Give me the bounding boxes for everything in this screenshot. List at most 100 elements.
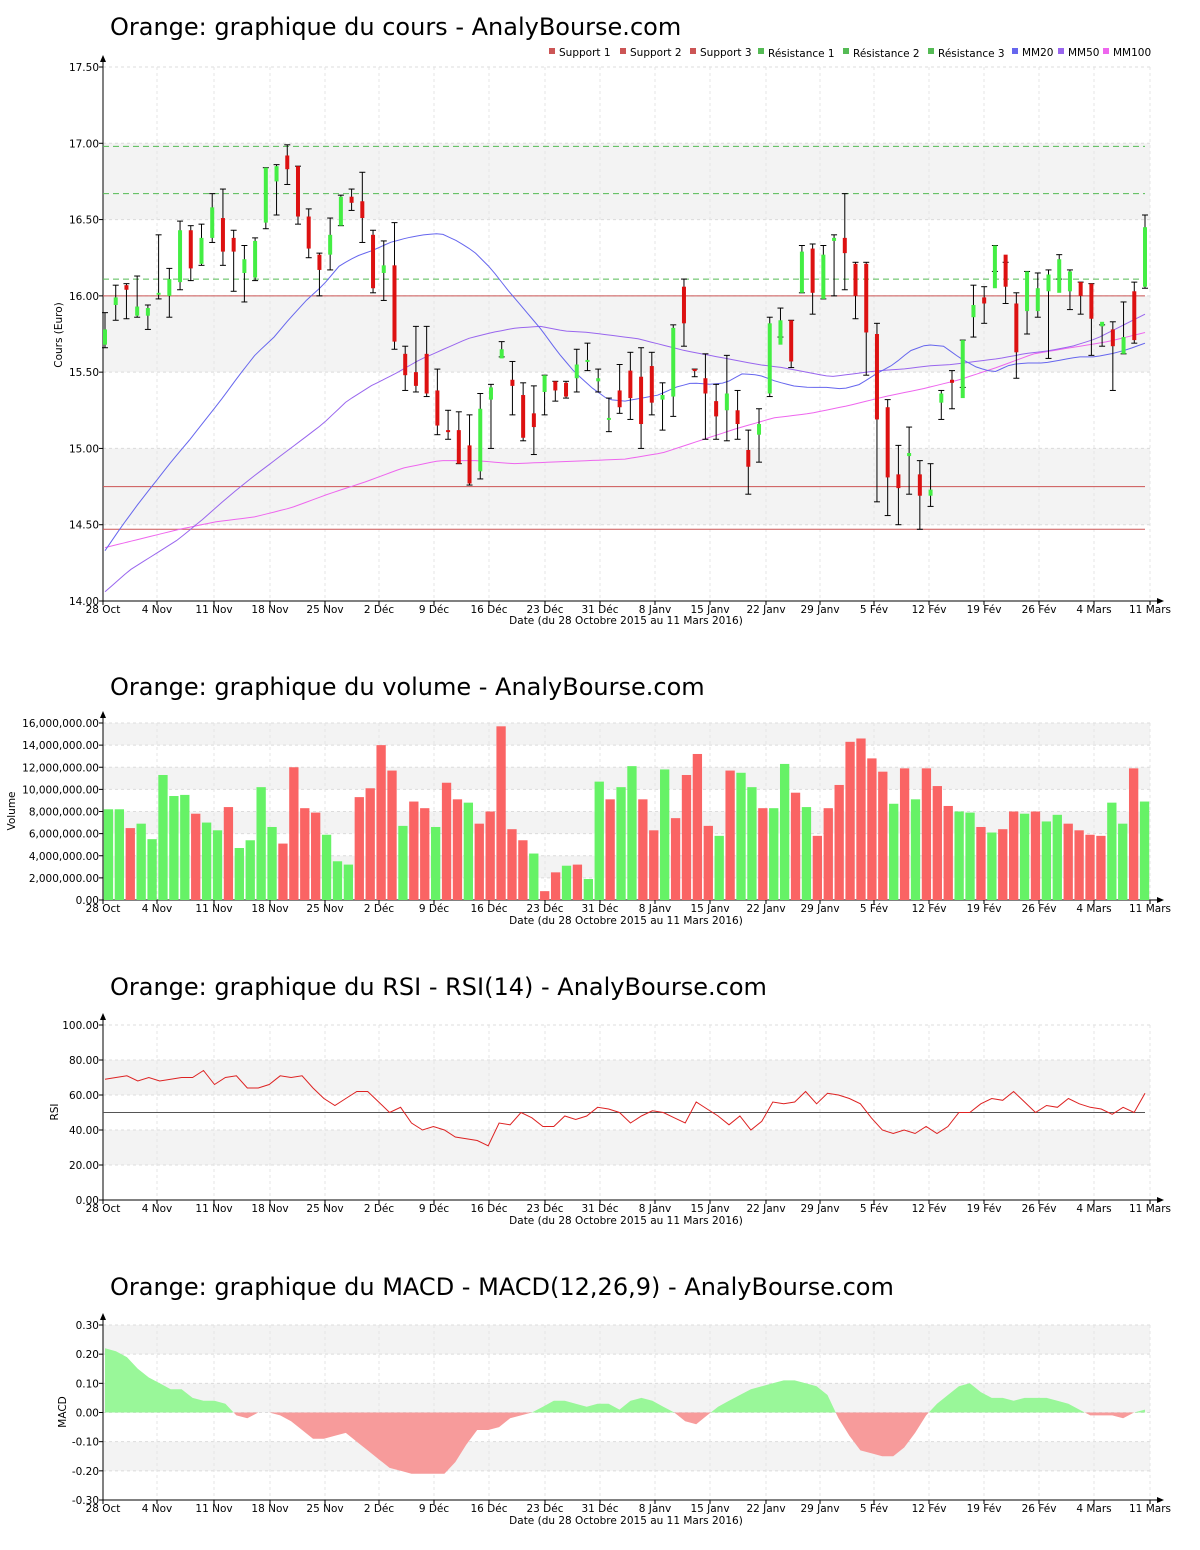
- candle-up: [488, 387, 493, 400]
- candle-down: [446, 430, 451, 433]
- y-tick-label: 0.30: [76, 1320, 99, 1332]
- volume-bar-down: [540, 891, 550, 900]
- x-tick-label: 15 Janv: [690, 1203, 729, 1215]
- grid-band: [103, 143, 1150, 220]
- volume-bar-up: [180, 794, 190, 900]
- y-axis-arrow: [100, 1013, 106, 1020]
- candle-up: [328, 234, 333, 255]
- rsi-chart-title: Orange: graphique du RSI - RSI(14) - Ana…: [110, 973, 767, 1001]
- y-tick-label: 0.00: [76, 895, 99, 907]
- candle-down: [810, 248, 815, 293]
- volume-bar-down: [1030, 811, 1041, 900]
- x-tick-label: 4 Nov: [142, 903, 173, 915]
- volume-bar-down: [420, 808, 430, 900]
- x-tick-label: 29 Janv: [800, 1203, 839, 1215]
- volume-bar-down: [1074, 830, 1084, 900]
- candle-down: [896, 474, 901, 489]
- candle-up: [821, 254, 826, 299]
- legend-label-resistance-1: Résistance 1: [768, 48, 835, 60]
- x-tick-label: 18 Nov: [251, 604, 288, 616]
- x-axis-arrow: [1157, 897, 1164, 903]
- candle-down: [285, 155, 290, 170]
- x-axis-arrow: [1157, 598, 1164, 604]
- legend-marker-resistance-3: [928, 48, 934, 54]
- y-tick-label: 12,000,000.00: [22, 762, 99, 774]
- x-tick-label: 22 Janv: [746, 1203, 785, 1215]
- x-tick-label: 16 Déc: [470, 1203, 507, 1215]
- legend-label-mm20: MM20: [1022, 47, 1053, 59]
- volume-bar-down: [899, 768, 910, 900]
- candle-up: [907, 453, 912, 457]
- candle-down: [692, 369, 697, 372]
- candle-up: [799, 251, 804, 293]
- candle-up: [210, 207, 215, 238]
- candle-down: [413, 372, 418, 386]
- volume-bar-up: [736, 772, 746, 900]
- volume-bar-down: [485, 811, 495, 900]
- candle-up: [767, 323, 772, 394]
- candle-up: [167, 279, 172, 296]
- candle-up: [660, 395, 665, 400]
- volume-bar-up: [103, 809, 114, 900]
- x-tick-label: 12 Fév: [912, 1203, 947, 1215]
- candle-up: [1121, 337, 1126, 354]
- volume-bar-up: [245, 840, 255, 900]
- grid-band: [103, 295, 1150, 373]
- candle-down: [649, 366, 654, 403]
- candle-down: [1003, 254, 1008, 287]
- x-tick-label: 12 Fév: [912, 1503, 947, 1515]
- volume-bar-up: [256, 787, 266, 900]
- volume-bar-down: [311, 812, 321, 900]
- legend-marker-resistance-1: [758, 48, 764, 54]
- y-tick-label: 16,000,000.00: [22, 718, 99, 730]
- volume-bar-down: [441, 782, 452, 900]
- volume-bar-down: [1096, 835, 1106, 900]
- candle-down: [531, 413, 536, 428]
- x-tick-label: 31 Déc: [581, 604, 618, 616]
- volume-bar-down: [692, 753, 703, 900]
- x-tick-label: 2 Déc: [364, 604, 395, 616]
- candle-down: [917, 474, 922, 496]
- candle-down: [735, 410, 740, 425]
- grid-band: [103, 811, 1150, 834]
- candle-down: [1110, 329, 1115, 347]
- volume-bar-up: [627, 766, 637, 900]
- candle-up: [274, 166, 279, 182]
- y-axis-arrow: [100, 711, 106, 718]
- volume-bar-up: [398, 825, 408, 900]
- x-tick-label: 15 Janv: [690, 903, 729, 915]
- macd-chart-panel: Orange: graphique du MACD - MACD(12,26,9…: [57, 1273, 1171, 1527]
- x-tick-label: 26 Fév: [1022, 1203, 1057, 1215]
- volume-bar-up: [529, 853, 539, 900]
- x-tick-label: 28 Oct: [86, 1503, 121, 1515]
- x-tick-label: 26 Fév: [1022, 604, 1057, 616]
- x-tick-label: 29 Janv: [800, 1503, 839, 1515]
- x-tick-label: 29 Janv: [800, 903, 839, 915]
- volume-bar-down: [572, 864, 583, 900]
- rsi-x-axis-label: Date (du 28 Octobre 2015 au 11 Mars 2016…: [509, 1215, 743, 1227]
- x-tick-label: 23 Déc: [526, 903, 563, 915]
- volume-bar-down: [976, 826, 986, 900]
- x-tick-label: 28 Oct: [86, 1203, 121, 1215]
- volume-bar-up: [147, 839, 157, 900]
- candle-up: [939, 393, 944, 403]
- candle-up: [145, 308, 150, 316]
- candle-down: [231, 237, 236, 252]
- x-tick-label: 8 Janv: [639, 1503, 671, 1515]
- legend-label-support-2: Support 2: [630, 47, 682, 59]
- x-tick-label: 15 Janv: [690, 1503, 729, 1515]
- volume-chart-panel: Orange: graphique du volume - AnalyBours…: [6, 673, 1171, 927]
- x-tick-label: 16 Déc: [470, 604, 507, 616]
- candle-up: [757, 424, 762, 435]
- candle-down: [220, 218, 225, 252]
- volume-bar-down: [834, 784, 844, 900]
- candle-up: [1025, 271, 1030, 312]
- legend-label-resistance-3: Résistance 3: [938, 48, 1005, 60]
- volume-bar-up: [201, 822, 212, 900]
- x-tick-label: 5 Fév: [860, 604, 888, 616]
- candle-down: [714, 401, 719, 417]
- volume-bar-up: [343, 864, 354, 900]
- candle-down: [628, 370, 633, 399]
- candle-up: [992, 245, 997, 289]
